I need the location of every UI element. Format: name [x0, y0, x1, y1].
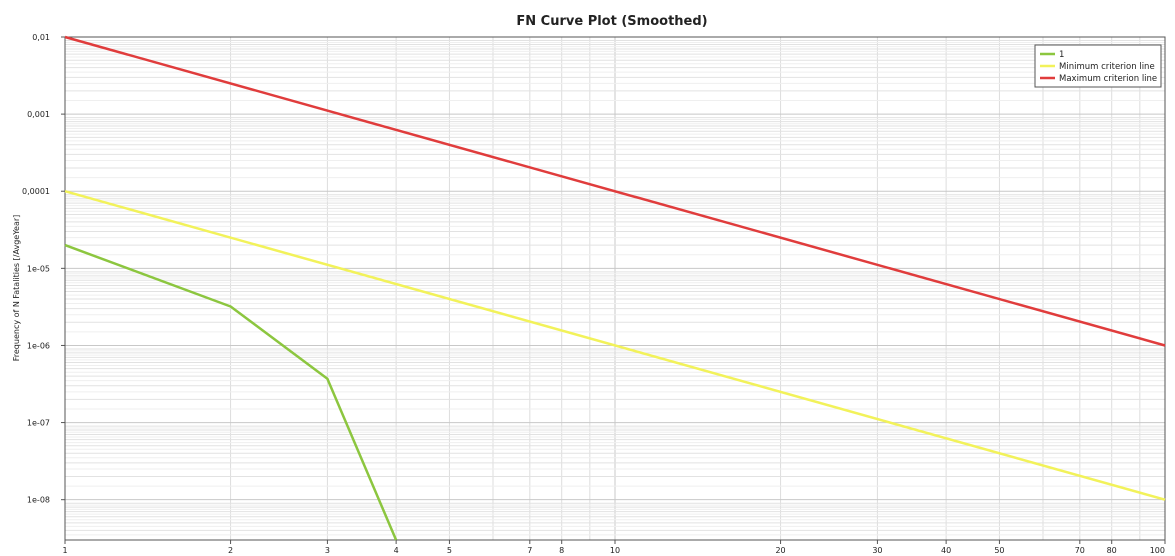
legend-entry-label: Minimum criterion line — [1059, 62, 1155, 72]
x-tick-label: 50 — [994, 546, 1004, 555]
y-tick-label: 1e-06 — [27, 341, 50, 350]
x-tick-label: 8 — [559, 546, 564, 555]
x-tick-label: 3 — [325, 546, 330, 555]
x-axis-ticks: 1 2 3 4 5 7 8 10 20 30 40 50 70 80 100 — [62, 540, 1166, 555]
x-tick-label: 2 — [228, 546, 233, 555]
y-axis-label: Frequency of N Fatalities [/AvgeYear] — [12, 215, 21, 362]
x-tick-label: 40 — [941, 546, 951, 555]
y-tick-label: 0,0001 — [22, 187, 50, 196]
series-line-2 — [64, 35, 1166, 347]
x-tick-label: 30 — [872, 546, 882, 555]
y-tick-label: 0,01 — [32, 33, 50, 42]
y-tick-label: 1e-05 — [27, 264, 50, 273]
x-tick-label: 4 — [394, 546, 399, 555]
legend-box — [1034, 44, 1162, 88]
x-tick-label: 5 — [447, 546, 452, 555]
series-layer — [64, 35, 1166, 541]
series-line-1 — [64, 189, 1166, 501]
x-tick-label: 70 — [1075, 546, 1085, 555]
legend-entry-label: Maximum criterion line — [1059, 74, 1157, 84]
x-tick-label: 80 — [1107, 546, 1117, 555]
x-tick-label: 1 — [62, 546, 67, 555]
y-axis-ticks: 0,01 0,001 0,0001 1e-05 1e-06 1e-07 1e-08 — [22, 33, 65, 505]
x-tick-label: 7 — [527, 546, 532, 555]
grid-lines — [64, 36, 1166, 541]
y-tick-label: 1e-07 — [27, 419, 50, 428]
legend: 1 Minimum criterion line Maximum criterion… — [1034, 44, 1162, 88]
series-line-0 — [64, 243, 398, 541]
legend-entry-label: 1 — [1059, 50, 1064, 60]
y-tick-label: 0,001 — [27, 110, 50, 119]
y-tick-label: 1e-08 — [27, 496, 50, 505]
x-tick-label: 100 — [1150, 546, 1165, 555]
x-tick-label: 10 — [610, 546, 620, 555]
chart-title: FN Curve Plot (Smoothed) — [516, 14, 707, 29]
x-tick-label: 20 — [775, 546, 785, 555]
